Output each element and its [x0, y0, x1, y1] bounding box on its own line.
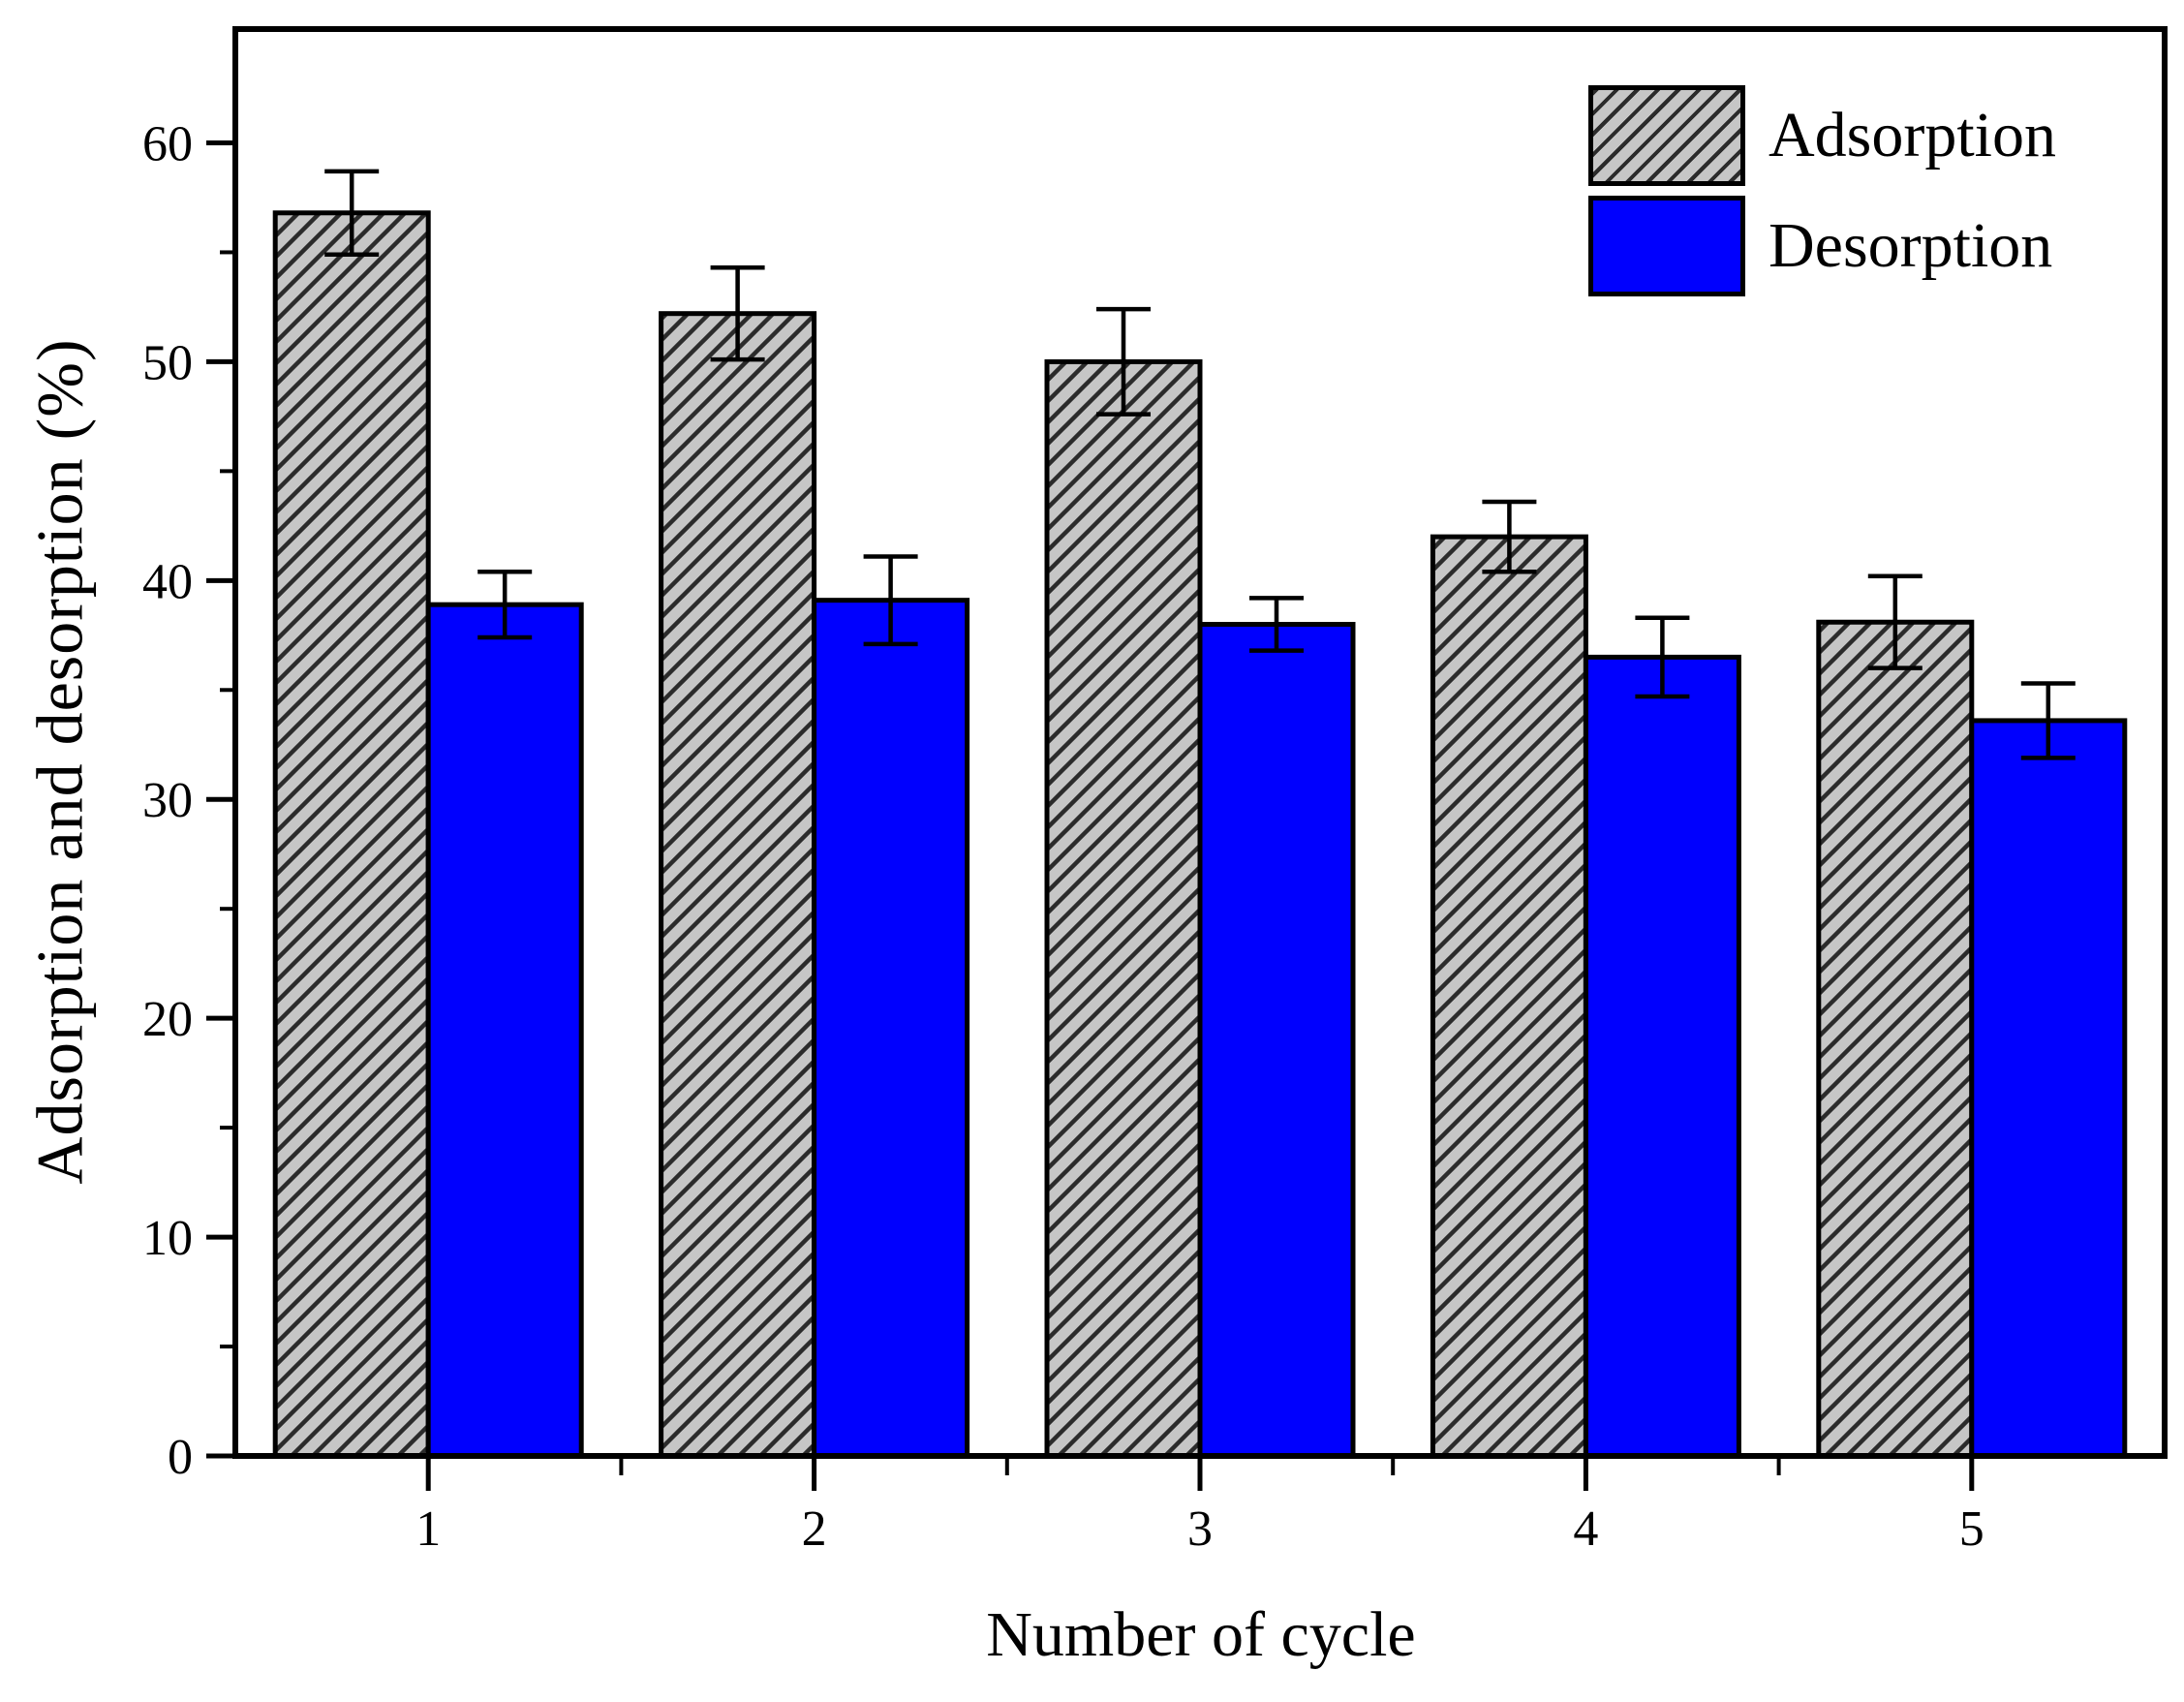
y-axis-title: Adsorption and desorption (%): [22, 338, 97, 1185]
error-bar-desorption-cycle-4: [1635, 615, 1690, 699]
bar-desorption-cycle-2: [812, 598, 970, 1459]
y-tick-label-40: 40: [142, 554, 193, 609]
bar-adsorption-cycle-5: [1816, 619, 1975, 1459]
error-bar-adsorption-cycle-5: [1867, 573, 1923, 670]
y-tick-label-20: 20: [142, 992, 193, 1047]
error-bar-adsorption-cycle-4: [1482, 499, 1537, 574]
y-tick-label-10: 10: [142, 1211, 193, 1266]
legend-item-desorption: Desorption: [1588, 196, 2056, 296]
desorption-swatch: [1588, 196, 1745, 296]
y-tick-label-50: 50: [142, 335, 193, 390]
bar-adsorption-cycle-3: [1044, 358, 1203, 1459]
x-tick-label-4: 4: [1573, 1501, 1598, 1557]
legend-label-adsorption: Adsorption: [1769, 100, 2056, 170]
error-bar-desorption-cycle-2: [863, 554, 918, 647]
error-bar-adsorption-cycle-1: [324, 169, 380, 257]
error-bar-adsorption-cycle-3: [1096, 306, 1151, 417]
x-tick-label-2: 2: [802, 1501, 827, 1557]
bar-adsorption-cycle-4: [1430, 534, 1588, 1459]
legend: Adsorption Desorption: [1588, 85, 2056, 306]
bar-desorption-cycle-3: [1197, 622, 1356, 1459]
error-bar-desorption-cycle-3: [1249, 596, 1304, 653]
y-tick-label-0: 0: [168, 1430, 193, 1485]
y-tick-label-60: 60: [142, 116, 193, 171]
x-axis-title: Number of cycle: [986, 1599, 1416, 1670]
error-bar-desorption-cycle-5: [2020, 681, 2076, 760]
bar-adsorption-cycle-2: [659, 311, 817, 1459]
bar-desorption-cycle-5: [1969, 718, 2128, 1459]
error-bar-desorption-cycle-1: [477, 570, 533, 640]
bar-desorption-cycle-4: [1583, 654, 1741, 1459]
bar-adsorption-cycle-1: [272, 210, 431, 1459]
bar-desorption-cycle-1: [425, 602, 584, 1459]
legend-item-adsorption: Adsorption: [1588, 85, 2056, 186]
y-tick-label-30: 30: [142, 773, 193, 828]
adsorption-swatch: [1588, 85, 1745, 186]
legend-label-desorption: Desorption: [1769, 210, 2053, 281]
error-bar-adsorption-cycle-2: [710, 265, 765, 362]
x-tick-label-5: 5: [1959, 1501, 1984, 1557]
x-tick-label-3: 3: [1187, 1501, 1213, 1557]
x-tick-label-1: 1: [415, 1501, 441, 1557]
